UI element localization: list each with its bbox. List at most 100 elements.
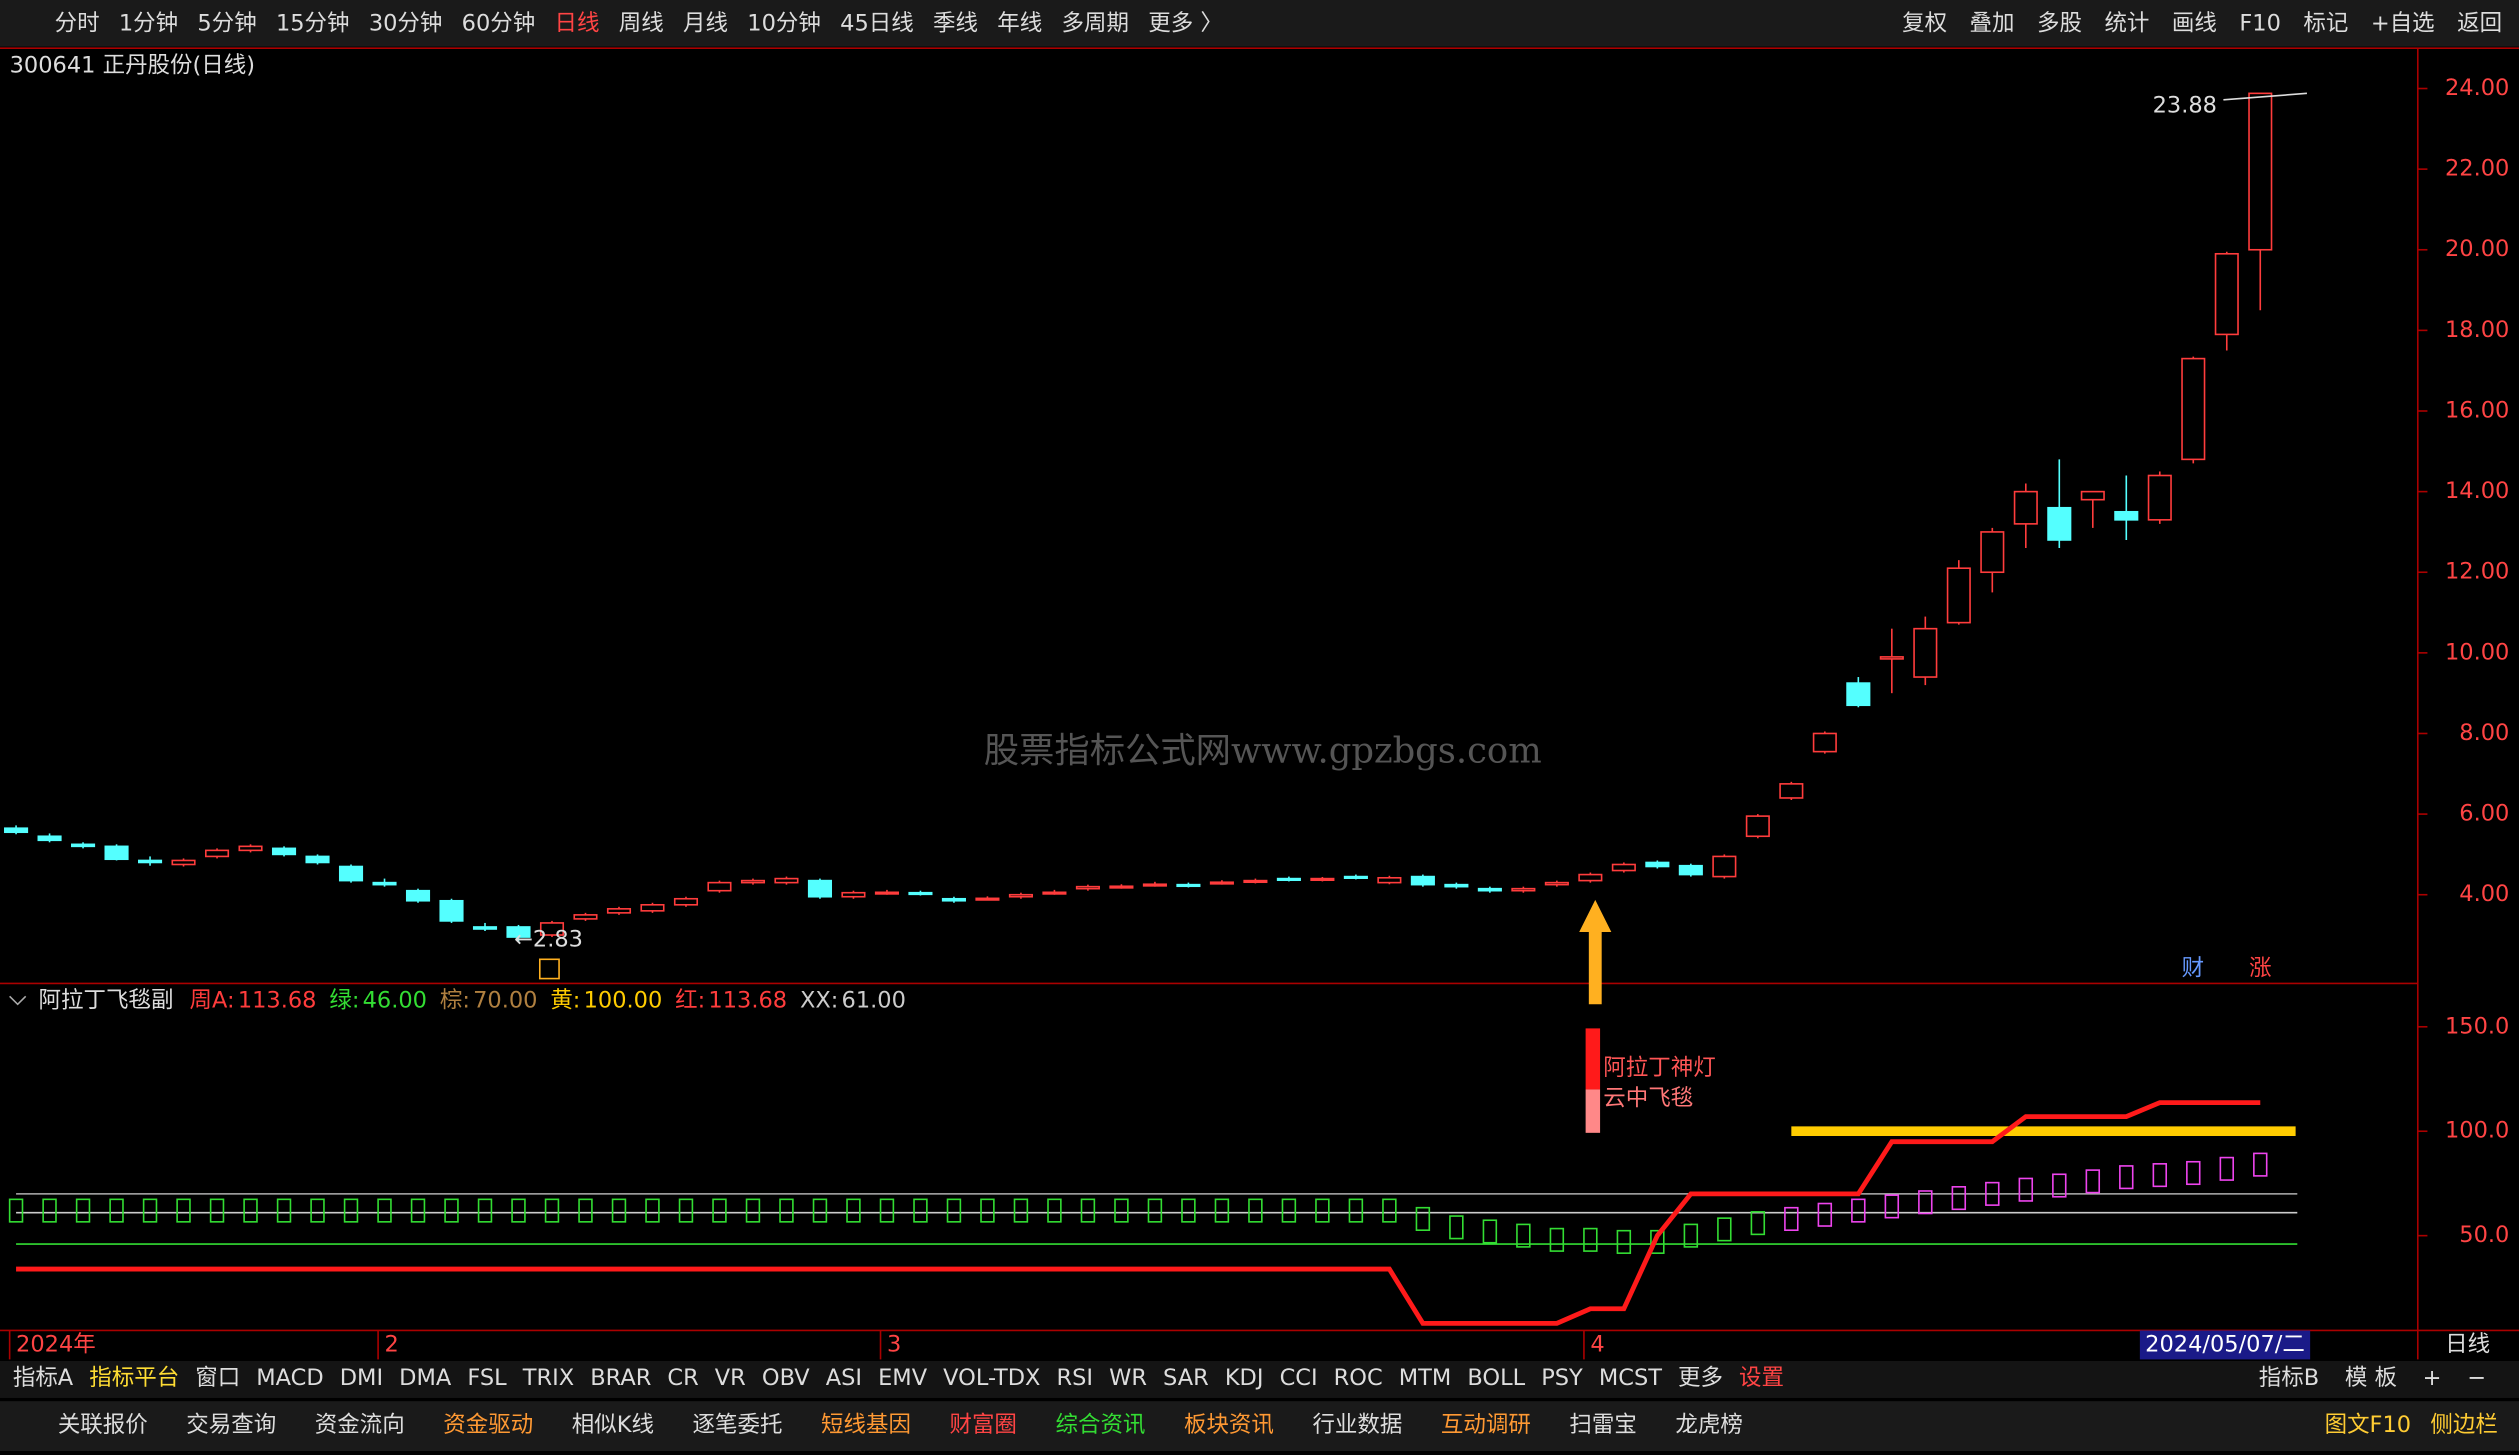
collapse-icon[interactable] xyxy=(9,995,27,1006)
bottom-tab[interactable]: 交易查询 xyxy=(186,1412,276,1438)
box-marker xyxy=(1348,1198,1364,1223)
y-tick-label: 20.00 xyxy=(2445,236,2509,262)
tool-button[interactable]: 统计 xyxy=(2104,11,2149,37)
period-tab[interactable]: 季线 xyxy=(933,11,978,37)
indicator-tab[interactable]: MACD xyxy=(256,1365,323,1391)
indicator-tab[interactable]: ROC xyxy=(1334,1365,1383,1391)
bottom-tab[interactable]: 扫雷宝 xyxy=(1569,1412,1636,1438)
tool-button[interactable]: 返回 xyxy=(2457,11,2502,37)
indicator-tab[interactable]: 模 板 xyxy=(2345,1365,2397,1391)
indicator-tab[interactable]: DMI xyxy=(340,1365,383,1391)
low-label: ←2.83 xyxy=(514,927,583,953)
bottom-tab[interactable]: 互动调研 xyxy=(1441,1412,1531,1438)
period-tab[interactable]: 10分钟 xyxy=(747,11,821,37)
bottom-tab[interactable]: 侧边栏 xyxy=(2430,1412,2497,1438)
box-marker xyxy=(1315,1198,1330,1223)
x-tick-label: 3 xyxy=(887,1331,901,1357)
period-tab[interactable]: 更多 〉 xyxy=(1148,11,1223,37)
tool-button[interactable]: 叠加 xyxy=(1970,11,2015,37)
indicator-tab[interactable]: CR xyxy=(667,1365,698,1391)
bottom-tab[interactable]: 行业数据 xyxy=(1312,1412,1402,1438)
tool-button[interactable]: F10 xyxy=(2239,11,2281,37)
watermark: 股票指标公式网www.gpzbgs.com xyxy=(984,731,1542,772)
box-marker xyxy=(477,1198,493,1223)
bottom-tab[interactable]: 逐笔委托 xyxy=(693,1412,783,1438)
period-tab[interactable]: 5分钟 xyxy=(197,11,256,37)
indicator-tab[interactable]: MTM xyxy=(1399,1365,1452,1391)
period-tab[interactable]: 1分钟 xyxy=(119,11,178,37)
y-tick-label: 14.00 xyxy=(2445,478,2509,504)
indicator-tab[interactable]: OBV xyxy=(762,1365,810,1391)
box-marker xyxy=(1817,1202,1833,1227)
indicator-tab[interactable]: CCI xyxy=(1280,1365,1318,1391)
indicator-tab[interactable]: WR xyxy=(1109,1365,1147,1391)
period-tab[interactable]: 月线 xyxy=(683,11,728,37)
indicator-tab[interactable]: 指标平台 xyxy=(89,1365,179,1391)
period-tab[interactable]: 日线 xyxy=(555,11,600,37)
bottom-tab[interactable]: 财富圈 xyxy=(949,1412,1016,1438)
period-tab[interactable]: 30分钟 xyxy=(369,11,443,37)
x-tick-label: 4 xyxy=(1590,1331,1604,1357)
bottom-tab[interactable]: 板块资讯 xyxy=(1184,1412,1274,1438)
indicator-tab[interactable]: 设置 xyxy=(1739,1365,1784,1391)
candle-body xyxy=(1410,875,1435,886)
indicator-tab[interactable]: 指标A xyxy=(13,1365,74,1391)
indicator-tab[interactable]: BRAR xyxy=(590,1365,651,1391)
indicator-tab[interactable]: KDJ xyxy=(1225,1365,1264,1391)
indicator-tab[interactable]: ASI xyxy=(826,1365,862,1391)
indicator-tab[interactable]: BOLL xyxy=(1467,1365,1525,1391)
indicator-tab[interactable]: PSY xyxy=(1541,1365,1583,1391)
indicator-tab[interactable]: EMV xyxy=(878,1365,928,1391)
indicator-tab[interactable]: − xyxy=(2467,1365,2486,1391)
period-tab[interactable]: 15分钟 xyxy=(276,11,350,37)
legend-value: 113.68 xyxy=(238,988,317,1014)
legend-value: 46.00 xyxy=(363,988,427,1014)
candle-body xyxy=(71,843,96,848)
indicator-tab[interactable]: 窗口 xyxy=(195,1365,240,1391)
period-tab[interactable]: 周线 xyxy=(619,11,664,37)
box-marker xyxy=(779,1198,794,1223)
candle-body xyxy=(338,865,364,882)
box-marker xyxy=(276,1198,292,1223)
tool-button[interactable]: 多股 xyxy=(2037,11,2082,37)
indicator-tab[interactable]: FSL xyxy=(467,1365,507,1391)
y-tick-label: 22.00 xyxy=(2445,156,2509,182)
indicator-tab[interactable]: 更多 xyxy=(1678,1365,1723,1391)
period-tab[interactable]: 60分钟 xyxy=(462,11,536,37)
indicator-tab[interactable]: VOL-TDX xyxy=(943,1365,1040,1391)
bottom-tab[interactable]: 关联报价 xyxy=(58,1412,148,1438)
tool-button[interactable]: 复权 xyxy=(1902,11,1947,37)
bottom-tab[interactable]: 资金驱动 xyxy=(443,1412,533,1438)
indicator-tab[interactable]: RSI xyxy=(1057,1365,1094,1391)
legend-value: 61.00 xyxy=(842,988,906,1014)
indicator-tab[interactable]: TRIX xyxy=(522,1365,574,1391)
legend-value: 70.00 xyxy=(473,988,537,1014)
period-tab[interactable]: 分时 xyxy=(55,11,100,37)
indicator-tab[interactable]: MCST xyxy=(1599,1365,1662,1391)
bottom-tab[interactable]: 龙虎榜 xyxy=(1675,1412,1742,1438)
box-marker xyxy=(1884,1194,1900,1219)
box-marker xyxy=(1750,1211,1766,1236)
bottom-tab[interactable]: 图文F10 xyxy=(2325,1412,2412,1438)
bottom-tab[interactable]: 综合资讯 xyxy=(1055,1412,1145,1438)
high-pointer xyxy=(2223,92,2308,101)
indicator-tab[interactable]: DMA xyxy=(399,1365,452,1391)
candle-body xyxy=(1712,855,1737,878)
tool-button[interactable]: 标记 xyxy=(2303,11,2348,37)
period-tab[interactable]: 多周期 xyxy=(1061,11,1128,37)
bottom-tab[interactable]: 资金流向 xyxy=(315,1412,405,1438)
period-tab[interactable]: 45日线 xyxy=(840,11,914,37)
tool-button[interactable]: 画线 xyxy=(2172,11,2217,37)
bottom-tab[interactable]: 相似K线 xyxy=(572,1412,654,1438)
indicator-tab[interactable]: + xyxy=(2423,1365,2442,1391)
tag: 涨 xyxy=(2249,955,2271,981)
box-marker xyxy=(812,1198,828,1223)
tool-button[interactable]: +自选 xyxy=(2371,11,2435,37)
indicator-tab[interactable]: VR xyxy=(715,1365,746,1391)
y-tick-label: 50.0 xyxy=(2459,1222,2509,1248)
bottom-tab[interactable]: 短线基因 xyxy=(821,1412,911,1438)
indicator-tab[interactable]: 指标B xyxy=(2259,1365,2319,1391)
indicator-tab[interactable]: SAR xyxy=(1163,1365,1209,1391)
box-marker xyxy=(176,1198,191,1223)
period-tab[interactable]: 年线 xyxy=(997,11,1042,37)
